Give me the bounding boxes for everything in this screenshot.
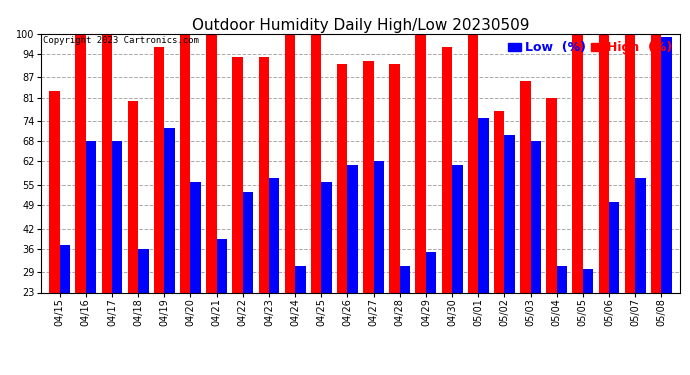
Bar <box>180 34 190 370</box>
Title: Outdoor Humidity Daily High/Low 20230509: Outdoor Humidity Daily High/Low 20230509 <box>192 18 529 33</box>
Bar <box>624 34 635 370</box>
Bar <box>217 239 227 370</box>
Bar <box>285 34 295 370</box>
Bar <box>49 91 60 370</box>
Bar <box>373 162 384 370</box>
Bar <box>452 165 462 370</box>
Bar <box>635 178 646 370</box>
Bar <box>310 34 322 370</box>
Bar <box>348 165 358 370</box>
Bar <box>389 64 400 370</box>
Bar <box>415 34 426 370</box>
Bar <box>426 252 436 370</box>
Bar <box>651 34 661 370</box>
Bar <box>520 81 531 370</box>
Bar <box>128 101 138 370</box>
Text: Copyright 2023 Cartronics.com: Copyright 2023 Cartronics.com <box>43 36 199 45</box>
Bar <box>531 141 541 370</box>
Bar <box>337 64 348 370</box>
Bar <box>598 34 609 370</box>
Bar <box>494 111 504 370</box>
Bar <box>164 128 175 370</box>
Bar <box>112 141 123 370</box>
Bar <box>190 182 201 370</box>
Bar <box>154 47 164 370</box>
Bar <box>138 249 148 370</box>
Bar <box>269 178 279 370</box>
Bar <box>322 182 332 370</box>
Bar <box>206 34 217 370</box>
Legend: Low  (%), High  (%): Low (%), High (%) <box>507 40 673 56</box>
Bar <box>363 61 373 370</box>
Bar <box>259 57 269 370</box>
Bar <box>60 246 70 370</box>
Bar <box>609 202 620 370</box>
Bar <box>75 34 86 370</box>
Bar <box>233 57 243 370</box>
Bar <box>400 266 411 370</box>
Bar <box>295 266 306 370</box>
Bar <box>583 269 593 370</box>
Bar <box>86 141 97 370</box>
Bar <box>442 47 452 370</box>
Bar <box>573 34 583 370</box>
Bar <box>468 34 478 370</box>
Bar <box>557 266 567 370</box>
Bar <box>504 135 515 370</box>
Bar <box>101 34 112 370</box>
Bar <box>661 37 672 370</box>
Bar <box>478 118 489 370</box>
Bar <box>546 98 557 370</box>
Bar <box>243 192 253 370</box>
